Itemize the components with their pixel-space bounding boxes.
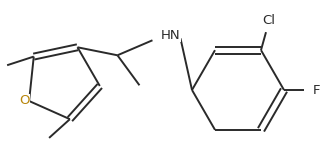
Text: Cl: Cl [262, 14, 275, 27]
Text: O: O [19, 94, 29, 107]
Text: F: F [312, 83, 320, 97]
Text: HN: HN [161, 29, 180, 42]
